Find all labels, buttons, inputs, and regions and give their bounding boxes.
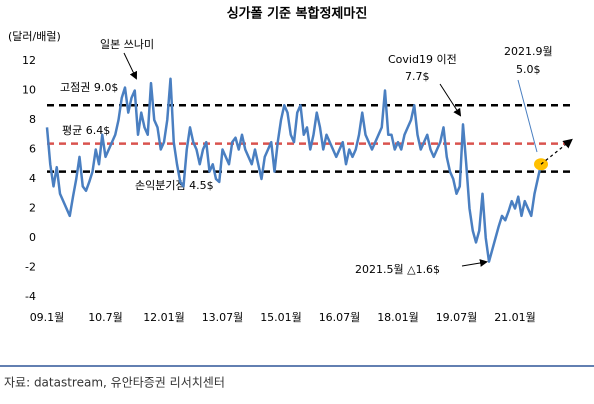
x-tick-label: 15.01월	[260, 311, 302, 324]
arrow	[439, 83, 462, 117]
annotation: 일본 쓰나미	[100, 37, 154, 51]
x-tick-label: 12.01월	[143, 311, 185, 324]
y-tick-label: 4	[29, 172, 36, 185]
y-tick-label: 6	[29, 143, 36, 156]
x-tick-label: 18.01월	[377, 311, 419, 324]
arrow	[123, 52, 138, 80]
y-tick-label: 12	[22, 54, 36, 67]
y-axis-label: (달러/배럴)	[8, 30, 61, 43]
pointer	[517, 79, 538, 153]
x-tick-label: 09.1월	[30, 311, 65, 324]
x-tick-label: 10.7월	[88, 311, 123, 324]
data-line	[45, 77, 543, 263]
arrow	[461, 259, 488, 267]
reference-label: 고점권 9.0$	[60, 81, 118, 94]
source: 자료: datastream, 유안타증권 리서치센터	[4, 376, 225, 390]
annotation: 7.7$	[405, 70, 430, 83]
annotation: 2021.5월 △1.6$	[355, 263, 440, 276]
reference-label: 손익분기점 4.5$	[135, 179, 214, 192]
annotation: 2021.9월	[504, 45, 553, 58]
trend-arrow	[540, 138, 573, 165]
y-tick-label: 0	[29, 231, 36, 244]
y-tick-label: 8	[29, 113, 36, 126]
annotation: 5.0$	[516, 63, 541, 76]
y-tick-label: 10	[22, 84, 36, 97]
chart-title: 싱가폴 기준 복합정제마진	[227, 6, 368, 22]
x-tick-label: 19.07월	[436, 311, 478, 324]
annotation: Covid19 이전	[388, 53, 457, 66]
y-tick-label: -4	[25, 290, 36, 303]
x-tick-label: 13.07월	[202, 311, 244, 324]
reference-label: 평균 6.4$	[62, 124, 110, 137]
x-tick-label: 21.01월	[494, 311, 536, 324]
y-tick-label: 2	[29, 202, 36, 215]
x-tick-label: 16.07월	[319, 311, 361, 324]
y-tick-label: -2	[25, 261, 36, 274]
